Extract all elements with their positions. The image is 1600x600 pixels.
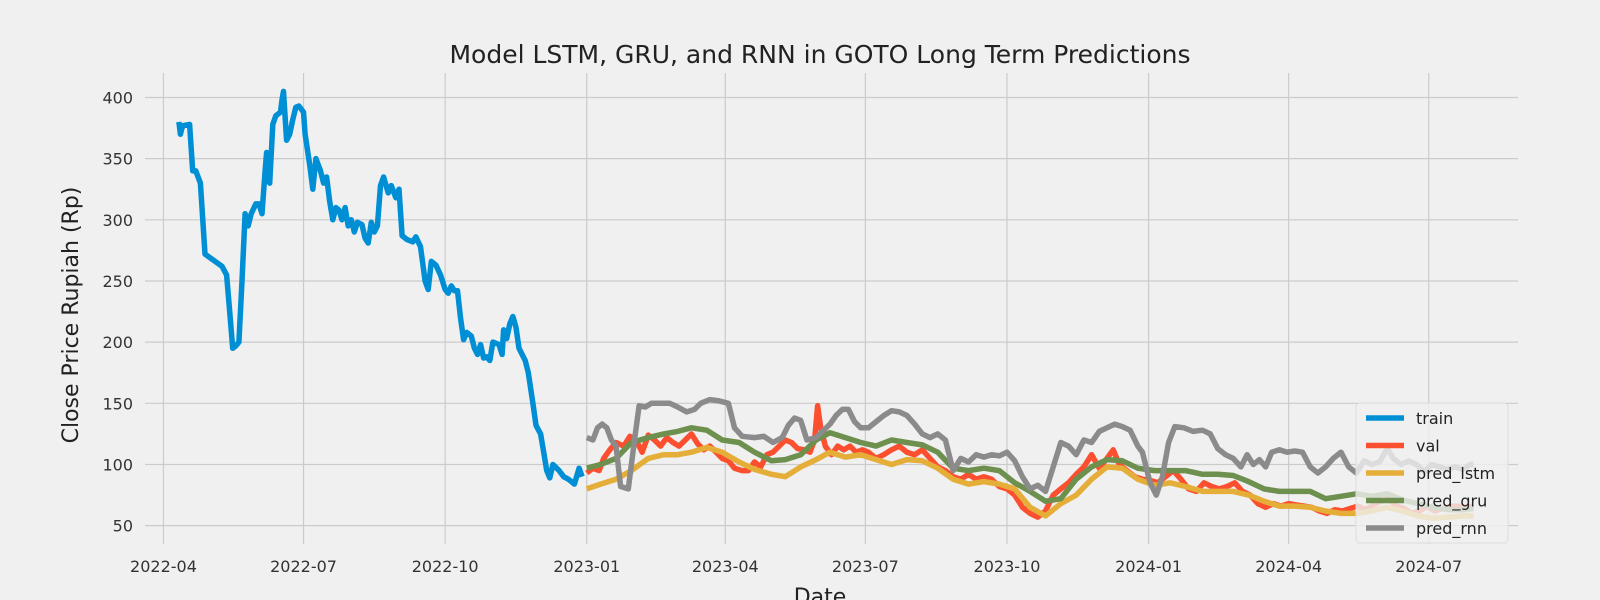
y-tick-label: 350 [102,150,133,169]
x-tick-label: 2024-07 [1395,557,1462,576]
y-tick-label: 50 [113,517,133,536]
x-tick-label: 2024-01 [1115,557,1182,576]
y-tick-label: 300 [102,211,133,230]
series-line-train [176,88,585,487]
series-lines [176,88,1474,522]
x-tick-label: 2022-04 [130,557,197,576]
legend-label-pred-gru: pred_gru [1416,492,1487,512]
x-tick-label: 2023-01 [553,557,620,576]
x-tick-label: 2023-04 [692,557,759,576]
x-tick-label: 2024-04 [1255,557,1322,576]
legend-label-val: val [1416,437,1440,456]
chart-title: Model LSTM, GRU, and RNN in GOTO Long Te… [449,40,1190,69]
legend-frame [1355,402,1509,544]
y-tick-label: 200 [102,333,133,352]
tick-labels: 2022-04 2022-07 2022-10 2023-01 2023-04 2023-… [102,88,1462,576]
x-tick-label: 2022-07 [270,557,337,576]
grid [145,73,1518,544]
legend: train val pred_lstm pred_gru pred_rnn [1355,402,1509,544]
series-line-pred-rnn [585,396,1474,498]
y-tick-label: 150 [102,394,133,413]
legend-label-train: train [1416,409,1453,428]
x-axis-label: Date [794,585,847,600]
x-tick-label: 2023-10 [974,557,1041,576]
series-line-pred-lstm [585,444,1474,522]
y-tick-label: 100 [102,455,133,474]
y-axis-label: Close Price Rupiah (Rp) [59,187,84,444]
legend-label-pred-rnn: pred_rnn [1416,519,1487,539]
x-tick-label: 2023-07 [832,557,899,576]
y-tick-label: 250 [102,272,133,291]
x-tick-label: 2022-10 [412,557,479,576]
y-tick-label: 400 [102,88,133,107]
legend-label-pred-lstm: pred_lstm [1416,464,1495,484]
